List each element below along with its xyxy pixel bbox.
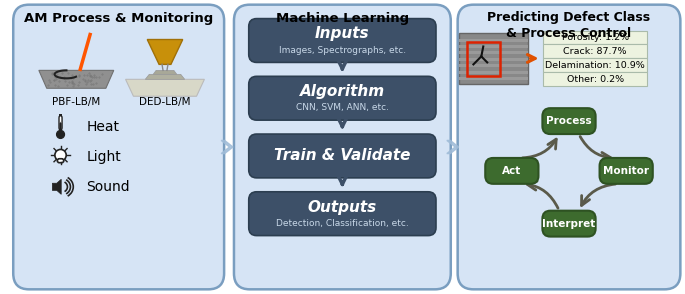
- Bar: [543, 31, 647, 44]
- Text: AM Process & Monitoring: AM Process & Monitoring: [24, 12, 213, 25]
- Bar: [543, 44, 647, 59]
- Text: Predicting Defect Class
& Process Control: Predicting Defect Class & Process Contro…: [488, 11, 651, 40]
- Bar: [459, 71, 527, 74]
- Polygon shape: [125, 79, 204, 96]
- Text: Other: 0.2%: Other: 0.2%: [566, 75, 623, 84]
- Text: CNN, SVM, ANN, etc.: CNN, SVM, ANN, etc.: [296, 103, 389, 112]
- Text: Delamination: 10.9%: Delamination: 10.9%: [545, 61, 645, 70]
- Bar: [459, 77, 527, 80]
- Bar: [466, 43, 500, 76]
- Text: Crack: 87.7%: Crack: 87.7%: [563, 47, 627, 56]
- FancyBboxPatch shape: [249, 134, 436, 178]
- FancyBboxPatch shape: [485, 158, 538, 184]
- FancyBboxPatch shape: [59, 115, 62, 131]
- FancyBboxPatch shape: [249, 192, 436, 235]
- Text: Act: Act: [502, 166, 521, 176]
- Bar: [459, 39, 527, 41]
- FancyBboxPatch shape: [458, 5, 680, 289]
- FancyBboxPatch shape: [60, 122, 62, 131]
- Text: Machine Learning: Machine Learning: [276, 12, 409, 25]
- Text: DED-LB/M: DED-LB/M: [139, 97, 190, 107]
- FancyBboxPatch shape: [543, 211, 596, 237]
- Text: Detection, Classification, etc.: Detection, Classification, etc.: [276, 219, 409, 228]
- Text: Porosity: 1.2%: Porosity: 1.2%: [562, 33, 629, 42]
- Text: Sound: Sound: [86, 180, 129, 194]
- FancyBboxPatch shape: [58, 159, 64, 163]
- Bar: [459, 64, 527, 67]
- Text: Inputs: Inputs: [315, 26, 370, 41]
- Bar: [459, 58, 527, 61]
- Text: Process: Process: [546, 116, 592, 126]
- Circle shape: [57, 131, 64, 138]
- FancyBboxPatch shape: [543, 108, 596, 134]
- Text: Interpret: Interpret: [543, 219, 596, 229]
- Text: Heat: Heat: [86, 120, 119, 134]
- FancyBboxPatch shape: [234, 5, 451, 289]
- Polygon shape: [39, 70, 114, 88]
- FancyBboxPatch shape: [13, 5, 224, 289]
- Circle shape: [55, 149, 66, 161]
- FancyBboxPatch shape: [249, 19, 436, 62]
- Polygon shape: [145, 74, 185, 79]
- Bar: [459, 45, 527, 48]
- Polygon shape: [447, 141, 459, 153]
- Polygon shape: [52, 179, 61, 194]
- Text: Train & Validate: Train & Validate: [274, 148, 410, 163]
- Bar: [459, 51, 527, 54]
- Text: Monitor: Monitor: [603, 166, 649, 176]
- Bar: [543, 59, 647, 72]
- Polygon shape: [153, 70, 177, 74]
- Polygon shape: [147, 39, 183, 64]
- FancyBboxPatch shape: [599, 158, 653, 184]
- Bar: [543, 72, 647, 86]
- FancyBboxPatch shape: [249, 76, 436, 120]
- Text: Algorithm: Algorithm: [300, 84, 385, 99]
- Text: Light: Light: [86, 150, 121, 164]
- Polygon shape: [221, 141, 233, 153]
- Text: PBF-LB/M: PBF-LB/M: [52, 97, 101, 107]
- Bar: [459, 33, 527, 84]
- Text: Images, Spectrographs, etc.: Images, Spectrographs, etc.: [279, 46, 406, 55]
- Text: Outputs: Outputs: [308, 200, 377, 215]
